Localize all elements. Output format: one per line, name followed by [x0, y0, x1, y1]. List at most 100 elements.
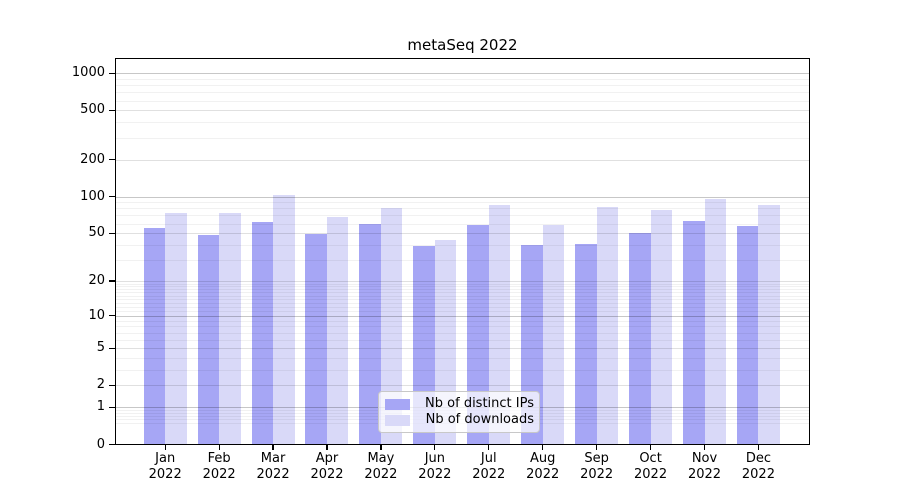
- y-tick-label-1: 1: [96, 399, 105, 415]
- bar-distinct-ips-feb: [197, 235, 220, 445]
- y-tick-0: [109, 443, 115, 446]
- bar-downloads-jul: [488, 205, 511, 445]
- x-tick-label-oct: Oct 2022: [621, 451, 681, 483]
- x-tick-sep: [596, 444, 598, 450]
- bar-distinct-ips-jan: [143, 228, 166, 445]
- x-tick-month: Mar: [260, 451, 286, 466]
- x-tick-month: Jul: [480, 451, 497, 466]
- x-tick-label-mar: Mar 2022: [243, 451, 303, 483]
- bar-distinct-ips-mar: [251, 221, 274, 445]
- x-tick-year: 2022: [472, 467, 506, 482]
- bar-downloads-sep: [596, 207, 619, 445]
- gridline-mid-2: [115, 385, 810, 387]
- x-tick-label-dec: Dec 2022: [728, 451, 788, 483]
- y-tick-label-500: 500: [80, 102, 105, 118]
- gridline-minor-700: [115, 92, 810, 94]
- gridline-minor-400: [115, 122, 810, 124]
- x-tick-may: [380, 444, 382, 450]
- y-tick-500: [109, 109, 115, 112]
- legend-swatch-downloads: [385, 414, 410, 426]
- bar-downloads-oct: [650, 209, 673, 445]
- gridline-minor-3: [115, 370, 810, 371]
- x-tick-month: Jan: [155, 451, 176, 466]
- bar-downloads-feb: [219, 213, 241, 445]
- gridline-mid-20: [115, 280, 810, 282]
- x-tick-dec: [757, 444, 760, 450]
- x-tick-year: 2022: [310, 467, 344, 482]
- gridline-minor-13: [115, 302, 810, 304]
- bar-distinct-ips-jul: [467, 224, 489, 445]
- x-tick-month: Nov: [691, 451, 718, 466]
- x-tick-label-jul: Jul 2022: [459, 451, 519, 483]
- gridline-minor-19: [115, 283, 810, 285]
- x-tick-month: May: [367, 451, 395, 466]
- y-tick-label-50: 50: [88, 225, 105, 241]
- x-tick-jun: [434, 444, 436, 450]
- legend-item-downloads: Nb of downloads: [385, 412, 534, 428]
- y-tick-label-2: 2: [96, 377, 105, 393]
- x-tick-year: 2022: [634, 467, 668, 482]
- x-tick-nov: [703, 444, 706, 450]
- x-tick-label-aug: Aug 2022: [513, 451, 573, 483]
- x-tick-label-jun: Jun 2022: [405, 451, 465, 483]
- x-tick-oct: [649, 444, 652, 450]
- x-tick-aug: [542, 444, 544, 450]
- gridline-minor-90: [115, 202, 810, 204]
- x-tick-apr: [326, 444, 328, 450]
- y-tick-1: [109, 406, 115, 408]
- bar-distinct-ips-dec: [736, 226, 759, 445]
- gridline-minor-4: [115, 358, 810, 360]
- x-tick-year: 2022: [687, 467, 722, 482]
- x-tick-month: Aug: [530, 451, 556, 466]
- x-tick-label-sep: Sep 2022: [567, 451, 627, 483]
- y-tick-label-0: 0: [96, 436, 105, 452]
- bar-distinct-ips-apr: [305, 234, 327, 445]
- legend-label-downloads: Nb of downloads: [425, 412, 534, 427]
- gridline-minor-17: [115, 289, 810, 291]
- y-tick-label-5: 5: [96, 340, 105, 356]
- gridline-minor-15: [115, 295, 810, 297]
- gridline-decade-100: [115, 196, 810, 198]
- gridline-minor-7: [115, 332, 810, 334]
- x-tick-feb: [218, 444, 220, 450]
- x-tick-month: Sep: [584, 451, 609, 466]
- x-tick-mar: [272, 444, 274, 450]
- y-tick-10: [109, 315, 115, 317]
- x-tick-year: 2022: [741, 467, 775, 482]
- x-tick-month: Oct: [639, 451, 662, 466]
- bar-downloads-aug: [542, 225, 565, 445]
- y-tick-label-1000: 1000: [71, 65, 105, 81]
- bar-downloads-dec: [758, 204, 780, 445]
- gridline-minor-900: [115, 78, 810, 80]
- gridline-minor-6: [115, 339, 810, 341]
- x-tick-label-nov: Nov 2022: [675, 451, 735, 483]
- y-tick-2: [109, 384, 115, 387]
- gridline-mid-500: [115, 110, 810, 112]
- gridline-decade-10: [115, 315, 810, 317]
- x-tick-jul: [488, 444, 490, 450]
- bar-downloads-may: [380, 208, 403, 445]
- bar-distinct-ips-may: [359, 223, 381, 445]
- gridline-minor-60: [115, 223, 810, 225]
- gridline-minor-8: [115, 326, 810, 328]
- gridline-minor-14: [115, 298, 810, 300]
- bar-downloads-mar: [273, 195, 295, 445]
- gridline-mid-5: [115, 348, 810, 350]
- gridline-minor-18: [115, 286, 810, 288]
- bar-downloads-jan: [165, 212, 187, 445]
- y-tick-50: [109, 232, 115, 234]
- legend: Nb of distinct IPs Nb of downloads: [378, 391, 540, 433]
- gridline-minor-70: [115, 215, 810, 217]
- x-tick-label-apr: Apr 2022: [297, 451, 357, 483]
- gridline-minor-800: [115, 85, 810, 87]
- gridline-mid-200: [115, 159, 810, 161]
- bar-distinct-ips-sep: [575, 243, 597, 445]
- gridline-minor-80: [115, 208, 810, 210]
- y-tick-100: [109, 195, 115, 198]
- y-tick-label-20: 20: [88, 272, 105, 288]
- y-tick-label-200: 200: [80, 151, 105, 167]
- x-tick-year: 2022: [580, 467, 614, 482]
- x-tick-month: Apr: [315, 451, 339, 466]
- x-tick-month: Feb: [207, 451, 231, 466]
